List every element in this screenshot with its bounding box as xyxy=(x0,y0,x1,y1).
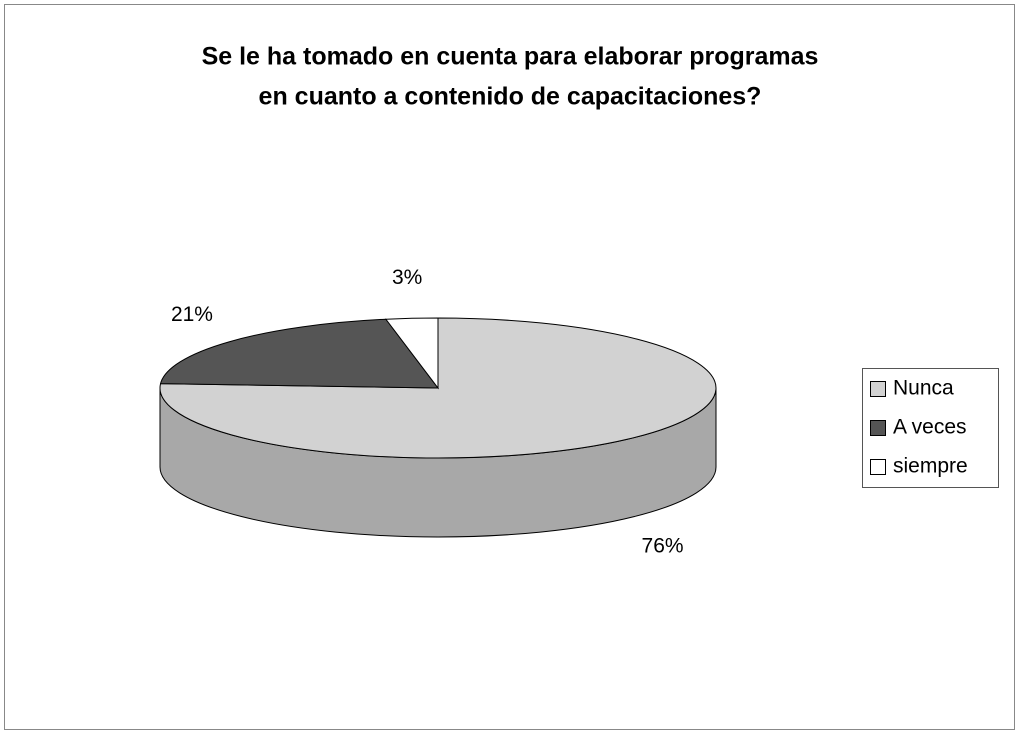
legend-label: siempre xyxy=(893,455,968,478)
legend-label: A veces xyxy=(893,416,967,439)
pie-slice xyxy=(159,317,717,459)
legend-swatch xyxy=(870,459,886,475)
pie-slice xyxy=(159,318,440,389)
data-label: 21% xyxy=(171,303,213,326)
data-label: 76% xyxy=(642,535,684,558)
chart-title: Se le ha tomado en cuenta para elaborar … xyxy=(202,43,819,71)
pie-slice xyxy=(384,317,439,390)
legend-swatch xyxy=(870,381,886,397)
chart-title: en cuanto a contenido de capacitaciones? xyxy=(259,83,762,111)
data-label: 3% xyxy=(392,266,422,289)
legend-label: Nunca xyxy=(893,377,954,400)
legend-swatch xyxy=(870,420,886,436)
